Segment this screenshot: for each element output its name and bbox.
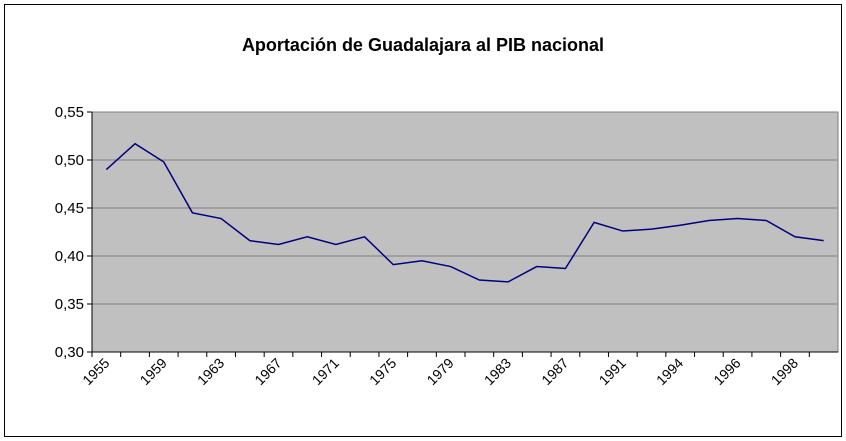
data-line (105, 142, 824, 283)
y-tick-label: 0,35 (55, 296, 84, 313)
y-tick-label: 0,50 (55, 152, 84, 169)
y-tick-label: 0,45 (55, 200, 84, 217)
y-tick-label: 0,55 (55, 104, 84, 121)
y-tick-label: 0,30 (55, 344, 84, 361)
chart-title: Aportación de Guadalajara al PIB naciona… (242, 35, 604, 55)
y-tick-label: 0,40 (55, 248, 84, 265)
plot-area (91, 111, 839, 353)
